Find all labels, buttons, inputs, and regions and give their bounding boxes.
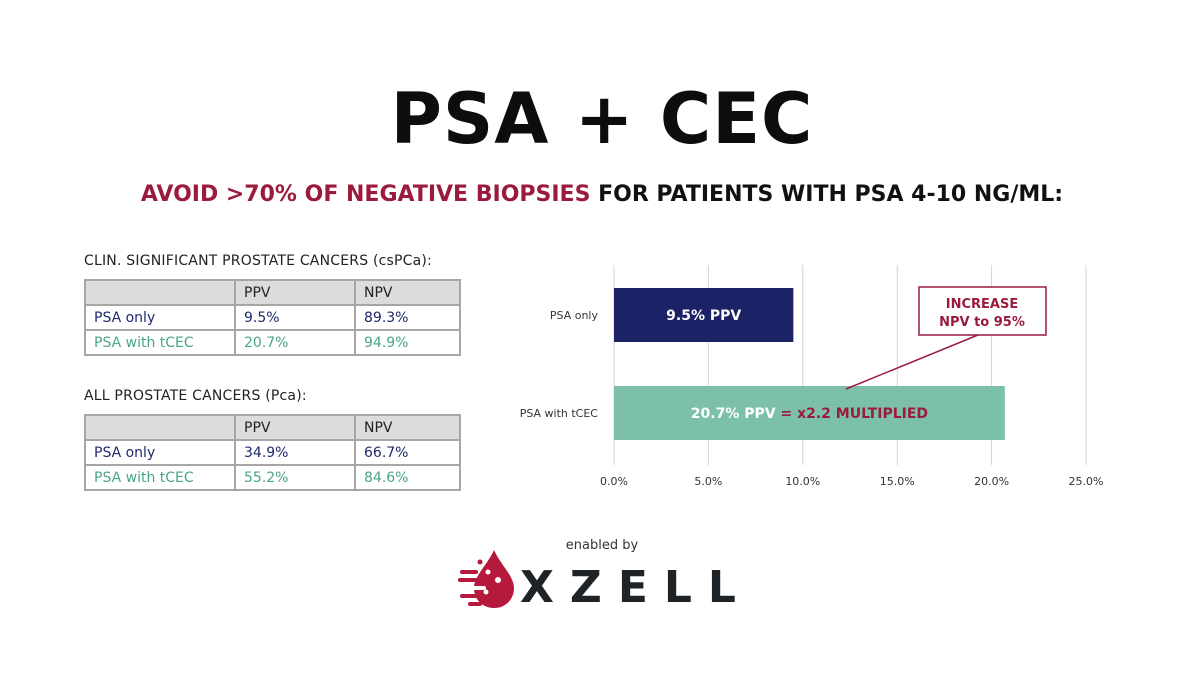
enabled-by-label: enabled by: [565, 538, 639, 553]
table-cspca: PPV NPV PSA only 9.5% 89.3% PSA with tCE…: [84, 279, 461, 356]
header-cell-empty: [84, 279, 236, 306]
tick-label: 15.0%: [880, 475, 915, 488]
category-label: PSA with tCEC: [520, 407, 599, 420]
bar-psa-with-tcec: [614, 386, 1005, 440]
ppv-bar-chart: 9.5% PPV 20.7% PPV = x2.2 MULTIPLIED PSA …: [500, 255, 1120, 499]
npv-value: 94.9%: [354, 329, 461, 356]
xzell-drop-icon: [458, 548, 520, 614]
brand-wordmark: XZELL: [520, 562, 752, 613]
table-row: PSA with tCEC 20.7% 94.9%: [84, 329, 461, 356]
chart-bars: 9.5% PPV 20.7% PPV = x2.2 MULTIPLIED: [614, 288, 1005, 440]
header-cell-npv: NPV: [354, 414, 461, 441]
annotation-text: NPV to 95%: [939, 315, 1025, 330]
chart-tick-labels: 0.0% 5.0% 10.0% 15.0% 20.0% 25.0%: [600, 475, 1103, 488]
row-label: PSA with tCEC: [84, 329, 236, 356]
tick-label: 10.0%: [785, 475, 820, 488]
table-row: PSA with tCEC 55.2% 84.6%: [84, 464, 461, 491]
bar-data-label: 9.5% PPV: [666, 308, 741, 324]
header-cell-ppv: PPV: [234, 279, 356, 306]
annotation-box: [918, 286, 1047, 336]
table-all-pca: PPV NPV PSA only 34.9% 66.7% PSA with tC…: [84, 414, 461, 491]
bar-psa-only: [614, 288, 794, 342]
tick-label: 5.0%: [694, 475, 722, 488]
table-row: PSA only 9.5% 89.3%: [84, 304, 461, 331]
chart-annotation: INCREASE NPV to 95%: [845, 286, 1047, 390]
subtitle-rest: FOR PATIENTS WITH PSA 4-10 NG/ML:: [598, 182, 1064, 207]
table-1-label: CLIN. SIGNIFICANT PROSTATE CANCERS (csPC…: [84, 253, 432, 269]
tick-label: 20.0%: [974, 475, 1009, 488]
tick-label: 25.0%: [1069, 475, 1104, 488]
annotation-text: INCREASE: [946, 297, 1018, 312]
ppv-value: 20.7%: [234, 329, 356, 356]
ppv-value: 55.2%: [234, 464, 356, 491]
tick-label: 0.0%: [600, 475, 628, 488]
chart-category-labels: PSA only PSA with tCEC: [520, 309, 599, 420]
annotation-leader-line: [845, 334, 979, 390]
subtitle-accent: AVOID >70% OF NEGATIVE BIOPSIES: [140, 182, 591, 207]
table-header-row: PPV NPV: [84, 279, 461, 306]
header-cell-npv: NPV: [354, 279, 461, 306]
bar-data-label: 20.7% PPV = x2.2 MULTIPLIED: [691, 406, 928, 422]
row-label: PSA only: [84, 439, 236, 466]
row-label: PSA only: [84, 304, 236, 331]
category-label: PSA only: [550, 309, 599, 322]
ppv-value: 34.9%: [234, 439, 356, 466]
table-header-row: PPV NPV: [84, 414, 461, 441]
page-title: PSA + CEC: [390, 78, 814, 160]
page-subtitle: AVOID >70% OF NEGATIVE BIOPSIES FOR PATI…: [0, 182, 1204, 207]
header-cell-empty: [84, 414, 236, 441]
npv-value: 89.3%: [354, 304, 461, 331]
table-2-label: ALL PROSTATE CANCERS (Pca):: [84, 388, 307, 404]
npv-value: 66.7%: [354, 439, 461, 466]
chart-svg: 9.5% PPV 20.7% PPV = x2.2 MULTIPLIED PSA …: [520, 265, 1103, 488]
row-label: PSA with tCEC: [84, 464, 236, 491]
ppv-value: 9.5%: [234, 304, 356, 331]
header-cell-ppv: PPV: [234, 414, 356, 441]
table-row: PSA only 34.9% 66.7%: [84, 439, 461, 466]
npv-value: 84.6%: [354, 464, 461, 491]
